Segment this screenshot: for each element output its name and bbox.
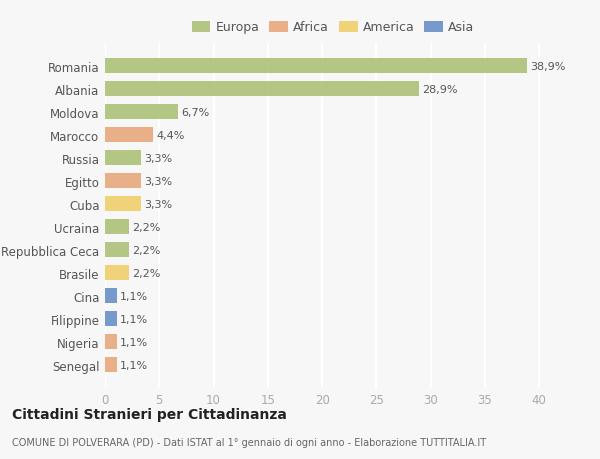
Text: Cittadini Stranieri per Cittadinanza: Cittadini Stranieri per Cittadinanza [12, 407, 287, 421]
Text: 2,2%: 2,2% [132, 268, 161, 278]
Text: 3,3%: 3,3% [144, 153, 172, 163]
Bar [105, 151, 141, 166]
Bar [105, 128, 153, 143]
Bar [105, 266, 129, 280]
Bar [105, 82, 419, 97]
Text: COMUNE DI POLVERARA (PD) - Dati ISTAT al 1° gennaio di ogni anno - Elaborazione : COMUNE DI POLVERARA (PD) - Dati ISTAT al… [12, 437, 486, 447]
Bar [105, 289, 117, 303]
Bar [105, 105, 178, 120]
Bar [105, 220, 129, 235]
Text: 1,1%: 1,1% [120, 314, 148, 324]
Bar [105, 59, 527, 74]
Legend: Europa, Africa, America, Asia: Europa, Africa, America, Asia [189, 19, 477, 37]
Text: 3,3%: 3,3% [144, 199, 172, 209]
Text: 38,9%: 38,9% [530, 62, 566, 72]
Text: 3,3%: 3,3% [144, 176, 172, 186]
Bar [105, 357, 117, 372]
Bar [105, 243, 129, 257]
Text: 6,7%: 6,7% [181, 107, 209, 118]
Text: 1,1%: 1,1% [120, 291, 148, 301]
Text: 4,4%: 4,4% [156, 130, 184, 140]
Text: 2,2%: 2,2% [132, 245, 161, 255]
Text: 1,1%: 1,1% [120, 360, 148, 370]
Bar [105, 174, 141, 189]
Bar [105, 334, 117, 349]
Bar [105, 197, 141, 212]
Text: 2,2%: 2,2% [132, 222, 161, 232]
Bar [105, 312, 117, 326]
Text: 28,9%: 28,9% [422, 84, 458, 95]
Text: 1,1%: 1,1% [120, 337, 148, 347]
